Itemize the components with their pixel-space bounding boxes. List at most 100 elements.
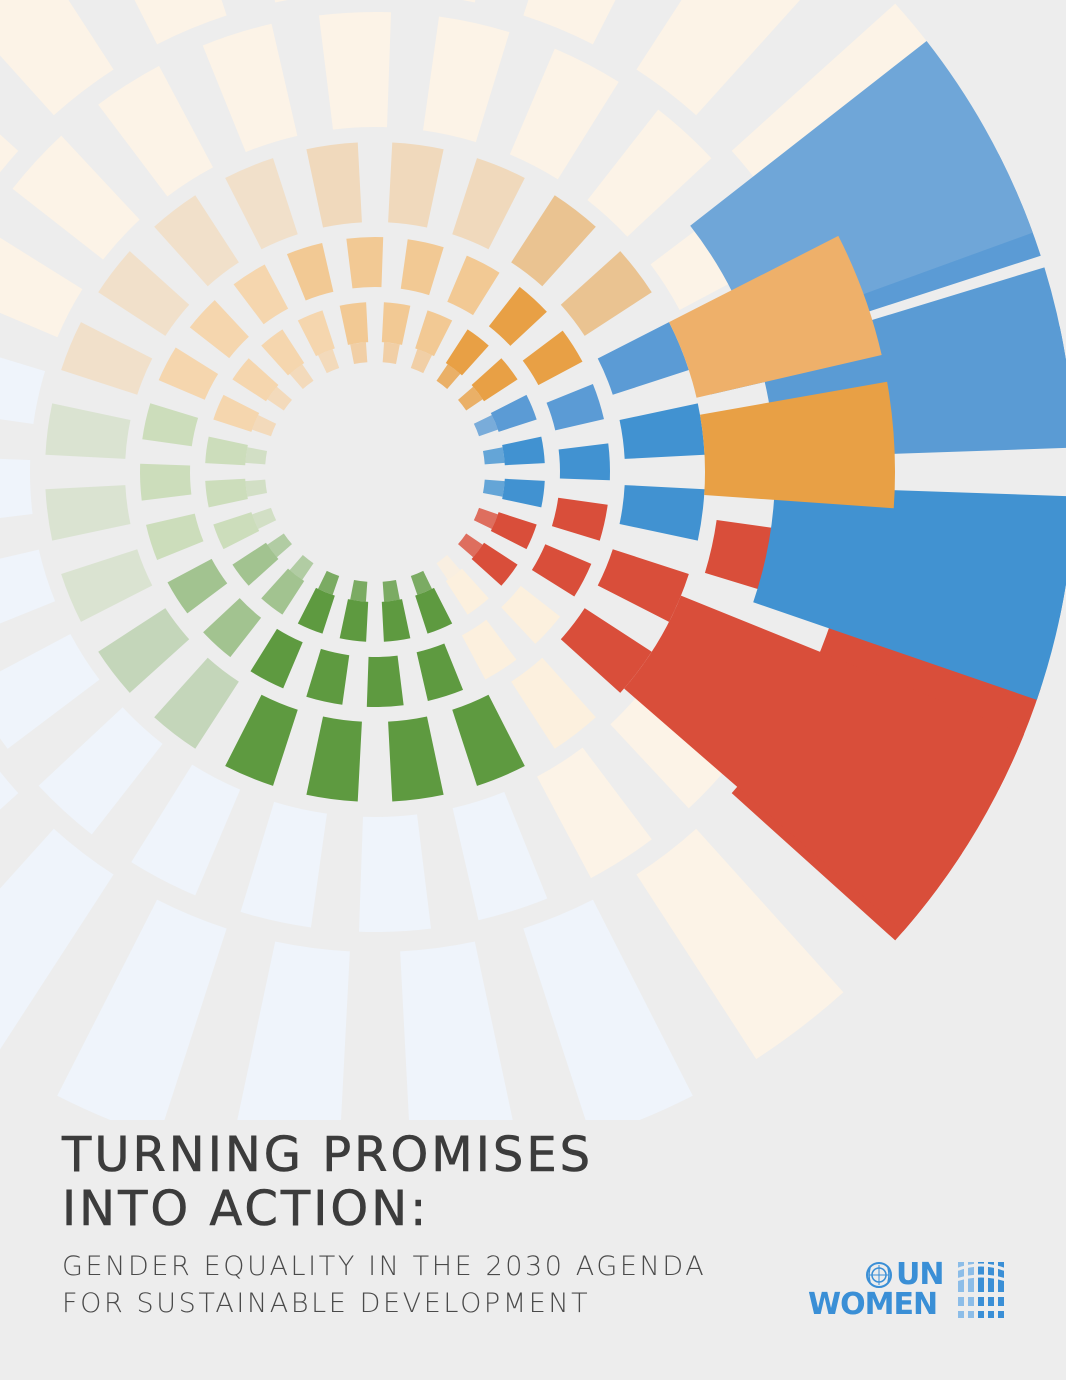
wheel-segment [388,716,444,802]
wheel-segment [61,549,153,622]
wheel-segment [0,771,19,810]
wheel-segment [410,349,432,374]
title-line-2: INTO ACTION: [62,1181,430,1237]
wheel-segment [488,286,547,346]
wheel-segment [38,707,163,835]
wheel-segment [458,386,483,411]
wheel-segment [233,264,289,325]
wheel-segment [318,570,340,595]
wheel-segment [471,358,518,402]
wheel-segment [158,347,219,400]
wheel-segment [245,447,268,465]
wheel-segment [610,684,738,809]
wheel-segment [511,195,596,287]
wheel-segment [45,403,131,459]
wheel-segment [531,544,592,597]
wheel-segment [415,587,453,634]
wheel-segment [381,599,411,642]
wheel-segment [131,764,241,896]
wheel-segment [452,158,525,250]
wheel-segment [205,436,248,466]
wheel-segment [57,899,227,1120]
radial-wheel-graphic [0,0,1066,1120]
wheel-segment [98,251,190,336]
wheel-segment [225,694,298,786]
wheel-segment [636,0,800,116]
wheel-segment [560,608,652,693]
subtitle-line-2: FOR SUSTAINABLE DEVELOPMENT [62,1288,591,1319]
wheel-segment [410,570,432,595]
wheel-segment [502,436,545,466]
logo-text-un: UN [896,1257,944,1292]
wheel-segment [318,349,340,374]
wheel-segment [423,16,510,143]
wheel-segment [98,608,190,693]
wheel-segment [154,657,239,749]
wheel-segment [452,791,548,921]
wheel-segment [366,655,404,707]
wheel-segment [452,694,525,786]
wheel-segment [482,479,505,497]
wheel-segment [267,533,292,558]
wheel-segment [202,23,298,153]
wheel-segment [0,633,100,749]
wheel-segment [388,142,444,228]
wheel-segment [189,300,249,359]
wheel-segment [636,828,844,1060]
wheel-segment [415,310,453,357]
wheel-segment [146,513,204,561]
wheel-segment [473,507,498,529]
wheel-segment [252,507,277,529]
wheel-segment [523,899,693,1120]
wheel-segment [690,41,1033,336]
wheel-segment [490,394,537,432]
wheel-center [267,364,483,580]
cover-title-block: TURNING PROMISES INTO ACTION: GENDER EQU… [62,1128,706,1322]
un-women-mark-icon [956,1262,1006,1318]
wheel-segment [306,716,362,802]
wheel-segment [350,342,368,365]
wheel-segment [261,568,305,615]
wheel-segment [297,587,335,634]
wheel-segment [154,195,239,287]
wheel-segment [250,628,303,689]
wheel-segment [289,364,314,389]
wheel-segment [753,485,1066,700]
wheel-segment [400,239,444,296]
un-women-logo: UN WOMEN [806,1260,1016,1324]
wheel-segment [551,497,608,541]
wheel-segment [502,478,545,508]
wheel-segment [597,549,689,622]
wheel-segment [225,158,298,250]
wheel-segment [523,0,616,45]
wheel-segment [0,0,114,116]
wheel-segment [458,533,483,558]
wheel-segment [252,415,277,437]
wheel-segment [286,243,334,301]
wheel-segment [597,322,689,395]
wheel-segment [245,479,268,497]
wheel-segment [289,555,314,580]
wheel-segment [0,828,114,1050]
wheel-segment [587,109,712,237]
wheel-segment [339,599,369,642]
wheel-segment [558,443,610,481]
wheel-segment [237,941,350,1120]
wheel-segment [274,0,288,3]
wheel-segment [0,357,46,424]
wheel-segment [0,549,56,624]
wheel-segment [546,383,604,431]
wheel-segment [306,648,350,705]
wheel-segment [400,941,513,1120]
wheel-segment [619,403,705,459]
subtitle-line-1: GENDER EQUALITY IN THE 2030 AGENDA [62,1251,707,1282]
wheel-segment [445,329,489,376]
wheel-segment [536,747,652,879]
wheel-segment [350,579,368,602]
wheel-segment [240,801,327,928]
wheel-segment [203,598,262,658]
wheel-segment [0,458,33,519]
wheel-segment [471,542,518,586]
title-line-1: TURNING PROMISES [62,1127,594,1183]
wheel-segment [213,394,260,432]
